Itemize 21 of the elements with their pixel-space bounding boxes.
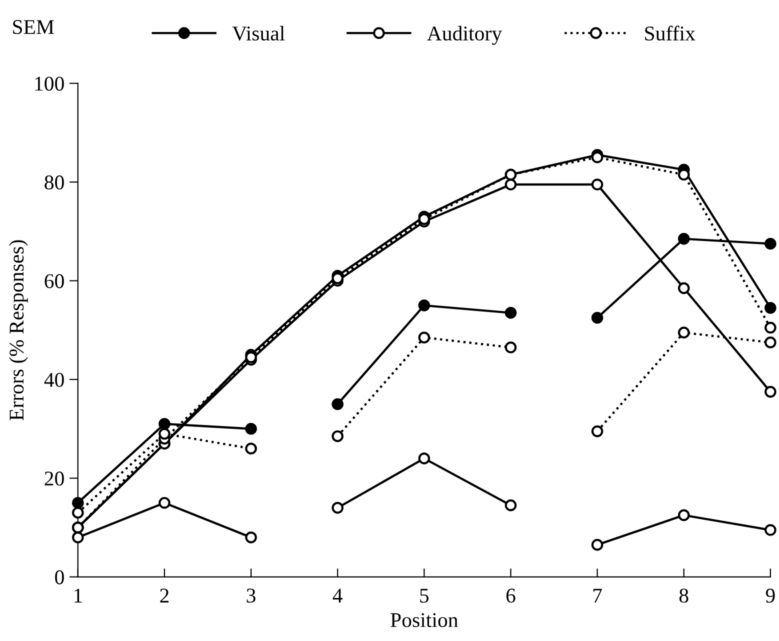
y-axis-title: Errors (% Responses)	[9, 240, 28, 420]
y-tick-label: 0	[55, 570, 64, 584]
text: SEM	[13, 20, 54, 34]
x-tick-label: 2	[160, 588, 169, 602]
y-tick-label: 80	[44, 175, 64, 190]
y-tick-label: 20	[44, 472, 64, 486]
y-tick-label: 100	[35, 76, 64, 91]
x-axis-title: Position	[390, 613, 458, 628]
y-tick-label: 40	[44, 372, 64, 387]
x-tick-label: 4	[332, 588, 342, 602]
x-tick-label: 3	[246, 588, 256, 603]
x-tick-label: 5	[420, 588, 429, 603]
x-tick-label: 1	[74, 588, 82, 602]
legend-label: Auditory	[427, 26, 502, 45]
x-tick-label: 8	[679, 588, 688, 603]
x-tick-label: 6	[506, 588, 516, 603]
legend-label: Visual	[232, 26, 285, 41]
x-tick-label: 7	[593, 588, 602, 602]
y-tick-label: 60	[44, 274, 64, 288]
x-tick-label: 9	[766, 588, 775, 603]
legend-label: Suffix	[645, 26, 696, 41]
